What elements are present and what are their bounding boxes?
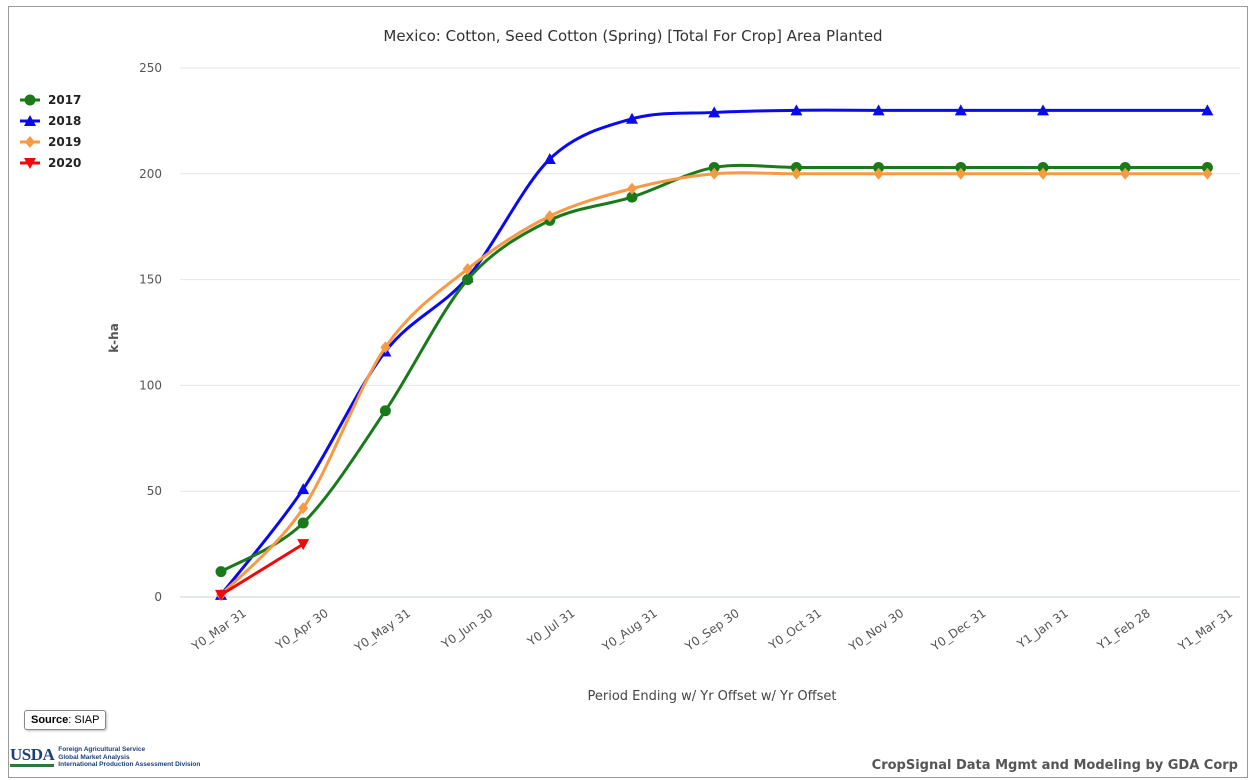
legend-item-2017[interactable]: 2017 [20,93,81,107]
data-point [955,167,966,180]
usda-line: International Production Assessment Divi… [58,761,201,768]
data-point [379,405,391,417]
usda-logo-block: USDA Foreign Agricultural Service Global… [10,746,200,769]
data-point [709,167,720,180]
y-tick-label: 50 [147,484,162,498]
data-point [24,115,36,126]
y-tick-label: 250 [139,61,162,75]
usda-agency-lines: Foreign Agricultural Service Global Mark… [58,746,200,769]
data-point [543,152,556,164]
x-tick-label: Y0_May 31 [351,606,413,655]
data-point [1119,161,1131,173]
series-2020 [215,539,310,601]
data-point [25,136,35,148]
x-tick-label: Y0_Dec 31 [928,606,989,654]
data-point [1120,167,1131,180]
legend-label: 2020 [48,156,81,170]
data-point [544,210,555,223]
series-line [219,542,305,597]
data-point [954,104,967,116]
y-tick-label: 100 [139,378,162,392]
data-point [297,483,310,495]
x-tick-label: Y0_Aug 31 [599,606,660,654]
usda-line: Global Market Analysis [58,753,130,761]
series [215,104,1214,601]
y-tick-label: 150 [139,273,162,287]
x-tick-label: Y1_Feb 28 [1094,606,1153,653]
legend[interactable]: 2017 2018 2019 2020 [20,93,81,170]
data-point [1037,104,1049,116]
data-point [462,263,473,276]
x-tick-label: Y0_Nov 30 [845,606,906,654]
y-tick-label: 200 [139,167,162,181]
data-point [955,161,967,173]
x-tick-label: Y0_Mar 31 [189,606,249,654]
data-point [790,104,803,116]
data-point [872,104,885,116]
x-tick-label: Y1_Jan 31 [1014,606,1071,652]
data-point [708,161,720,173]
y-axis-label: k-ha [107,323,121,353]
data-point [298,502,309,515]
data-point [297,539,310,551]
credit-text: CropSignal Data Mgmt and Modeling by GDA… [871,758,1238,773]
data-point [791,167,802,180]
legend-item-2020[interactable]: 2020 [20,156,81,170]
series-line [219,108,1209,597]
data-point [626,112,638,124]
data-point [297,517,309,529]
x-tick-label: Y0_Jun 30 [438,606,495,652]
x-tick-label: Y1_Mar 31 [1175,606,1235,654]
series-line [219,163,1209,574]
data-point [708,106,721,118]
data-point [380,341,391,354]
data-point [1038,167,1048,180]
usda-line: Foreign Agricultural Service [58,746,146,753]
x-tick-label: Y0_Oct 31 [765,606,824,653]
data-point [24,158,36,169]
series-2017 [215,161,1213,578]
data-point [873,161,885,173]
data-point [215,566,227,578]
chart-frame [8,6,1248,778]
legend-label: 2018 [48,114,81,128]
x-axis-ticks: Y0_Mar 31 Y0_Apr 30 Y0_May 31 Y0_Jun 30 Y0_J… [189,606,1236,655]
legend-label: 2017 [48,93,81,107]
legend-label: 2019 [48,135,81,149]
usda-logo: USDA [10,746,55,768]
legend-item-2019[interactable]: 2019 [20,135,81,149]
x-tick-label: Y0_Apr 30 [272,606,331,653]
source-value: : SIAP [68,714,100,726]
data-point [1201,161,1213,173]
source-label: Source [31,714,69,726]
grid [180,67,1240,598]
source-box: Source: SIAP [24,710,107,730]
legend-item-2018[interactable]: 2018 [20,114,81,128]
x-tick-label: Y0_Jul 31 [524,606,578,649]
series-2019 [216,167,1213,601]
data-point [1201,104,1214,116]
data-point [790,161,802,173]
y-tick-label: 0 [154,590,162,604]
chart-title: Mexico: Cotton, Seed Cotton (Spring) [To… [383,27,882,45]
data-point [24,94,36,106]
x-axis-label: Period Ending w/ Yr Offset w/ Yr Offset [588,689,837,704]
y-axis-ticks: 0 50 100 150 200 250 [139,61,162,604]
data-point [215,589,227,601]
data-point [1202,167,1213,180]
data-point [462,274,474,286]
data-point [626,191,638,203]
series-line [219,171,1209,597]
x-tick-label: Y0_Sep 30 [682,606,742,654]
data-point [873,167,884,180]
data-point [627,182,637,195]
data-point [1037,161,1049,173]
